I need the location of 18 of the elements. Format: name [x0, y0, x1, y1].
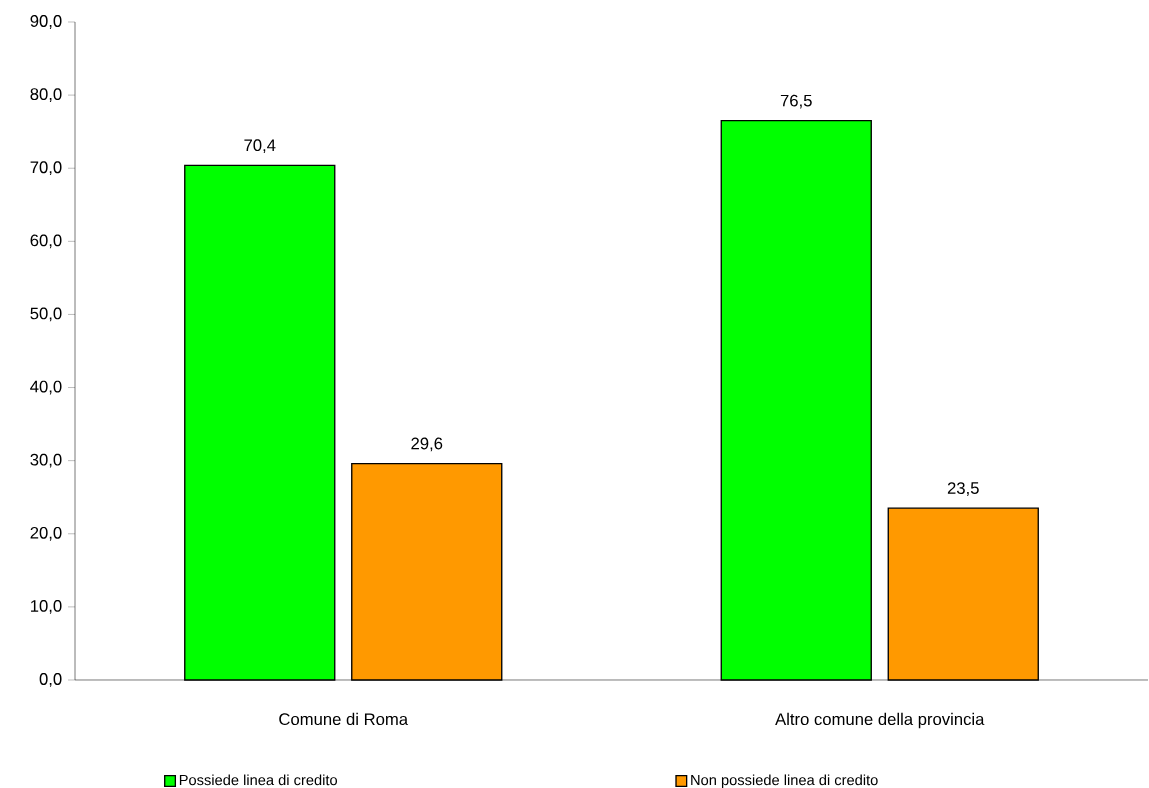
y-tick-label: 20,0	[30, 526, 62, 541]
data-label: 23,5	[947, 482, 979, 496]
legend-label: Non possiede linea di credito	[691, 774, 878, 788]
data-label: 76,5	[780, 94, 812, 109]
y-tick-label: 10,0	[31, 600, 62, 614]
legend-label: Possiede linea di credito	[179, 774, 338, 786]
y-tick-label: 0,0	[39, 673, 62, 687]
y-tick-label: 90,0	[30, 15, 62, 29]
y-tick-label: 40,0	[30, 380, 62, 395]
y-tick-label: 80,0	[30, 88, 62, 102]
x-tick-label: Altro comune della provincia	[775, 712, 985, 729]
data-label: 29,6	[411, 437, 443, 452]
y-tick-label: 50,0	[30, 307, 62, 322]
data-label: 70,4	[244, 139, 276, 154]
y-tick-label: 70,0	[30, 161, 62, 176]
x-tick-label: Comune di Roma	[279, 712, 409, 726]
y-tick-label: 30,0	[30, 453, 62, 468]
y-tick-label: 60,0	[30, 234, 62, 249]
